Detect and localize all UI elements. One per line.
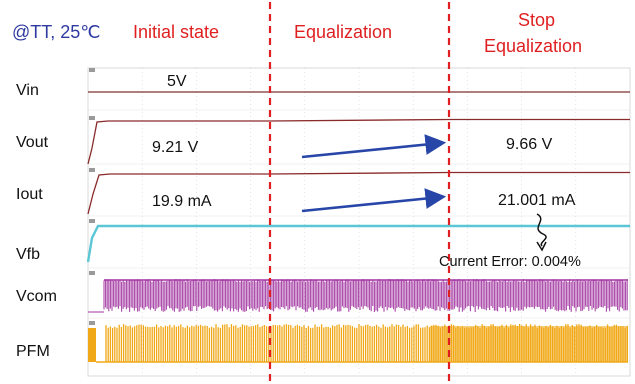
- phase-label-equalization: Equalization: [294, 22, 393, 42]
- channel-label-iout: Iout: [16, 186, 43, 203]
- vout-final-value-label: 9.66 V: [506, 136, 553, 153]
- error-pointer-squiggle: [536, 213, 547, 247]
- pfm-start-pulse: [88, 328, 96, 362]
- vin-value-label: 5V: [167, 73, 187, 90]
- phase-label-stop-line2: Equalization: [484, 36, 583, 56]
- vfb-trace: [86, 224, 630, 263]
- channel-marker-4: [89, 219, 95, 223]
- pfm-dense-region: [430, 326, 628, 362]
- channel-marker-3: [89, 168, 95, 172]
- test-condition-label: @TT, 25℃: [12, 22, 101, 42]
- channel-marker-2: [89, 116, 95, 120]
- channel-marker-1: [89, 68, 95, 72]
- phase-label-initial: Initial state: [133, 22, 220, 42]
- iout-trend-arrow: [301, 188, 447, 213]
- channel-label-vcom: Vcom: [16, 288, 57, 305]
- error-pointer-arrowhead: [536, 241, 547, 252]
- channel-label-vout: Vout: [16, 134, 49, 151]
- iout-final-value-label: 21.001 mA: [498, 192, 576, 209]
- iout-initial-value-label: 19.9 mA: [152, 193, 212, 210]
- vcom-trace: [103, 279, 628, 312]
- vout-trace: [87, 118, 630, 165]
- channel-label-vin: Vin: [16, 82, 39, 99]
- channel-marker-5: [89, 271, 95, 275]
- phase-label-stop-line1: Stop: [518, 10, 556, 30]
- channel-label-vfb: Vfb: [16, 246, 41, 263]
- channel-marker-6: [89, 321, 95, 325]
- current-error-annotation: Current Error: 0.004%: [439, 254, 581, 270]
- vout-trend-arrow: [301, 134, 447, 159]
- vout-initial-value-label: 9.21 V: [152, 139, 199, 156]
- channel-label-pfm: PFM: [16, 343, 50, 360]
